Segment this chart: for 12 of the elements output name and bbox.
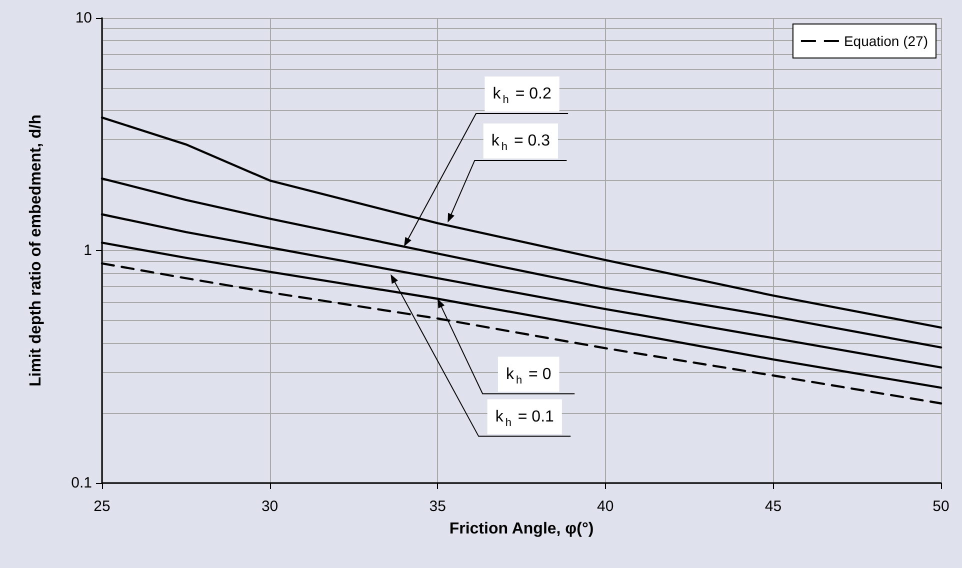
x-tick-label: 50: [932, 498, 950, 515]
x-tick-label: 30: [261, 498, 278, 515]
x-axis-title: Friction Angle, φ(°): [449, 520, 594, 538]
y-axis-title: Limit depth ratio of embedment, d/h: [28, 114, 44, 386]
y-tick-label: 1: [84, 242, 92, 259]
y-tick-label: 10: [75, 10, 92, 26]
x-tick-label: 45: [764, 498, 782, 515]
y-tick-label: 0.1: [71, 474, 92, 492]
x-tick-label: 40: [597, 498, 614, 515]
legend-label: Equation (27): [844, 33, 928, 49]
x-tick-label: 35: [429, 498, 446, 515]
x-tick-label: 25: [94, 498, 110, 515]
